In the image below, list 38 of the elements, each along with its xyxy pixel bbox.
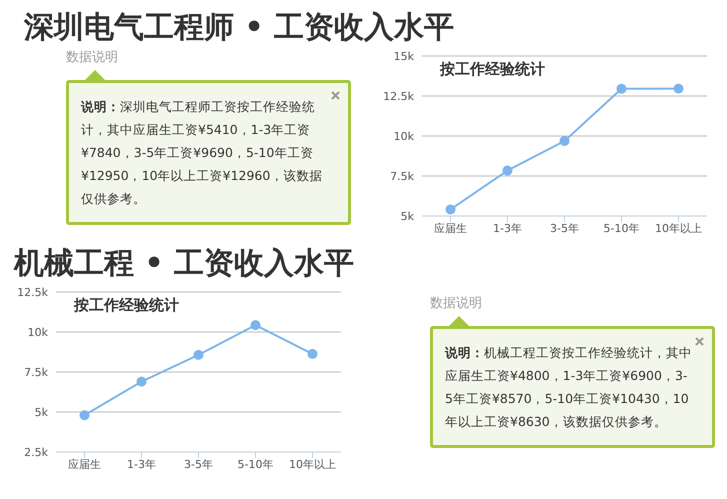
point [616, 84, 626, 94]
point [308, 348, 318, 359]
text: 说明：深圳电气工程师工资按工作经验统计，其中应届生工资¥5410，1-3年工资¥7840，3-5年工资¥9690，5-10年工资¥12950，10年以上工资¥12960，该数据仅供参考。 [66, 80, 351, 225]
y-tick-label: 7.5k [390, 170, 415, 183]
y-tick-label: 12.5k [383, 90, 415, 103]
point [446, 204, 456, 214]
y-tick-label: 10k [394, 130, 415, 143]
chart-subtitle: 按工作经验统计 [74, 296, 179, 315]
x-tick-label: 10年以上 [655, 222, 702, 235]
x-tick-label: 应届生 [434, 222, 467, 235]
text: 说明：机械工程工资按工作经验统计，其中应届生工资¥4800，1-3年工资¥6900，3-5年工资¥8570，5-10年工资¥10430，10年以上工资¥8630，该数据仅供参考。 [430, 326, 715, 448]
y-tick-label: 10k [28, 326, 49, 339]
x-tick-label: 5-10年 [604, 222, 640, 235]
point [560, 136, 570, 146]
x-tick-label: 5-10年 [238, 458, 274, 471]
point [80, 410, 90, 420]
chart-title: 机械工程 • 工资收入水平 [14, 245, 356, 283]
x-tick-label: 3-5年 [184, 458, 213, 471]
point [674, 84, 684, 94]
chart-subtitle: 按工作经验统计 [440, 60, 545, 79]
point [194, 350, 204, 360]
text: 数据说明 [430, 295, 483, 312]
point [250, 320, 260, 330]
x-tick-label: 3-5年 [550, 222, 579, 235]
y-tick-label: 7.5k [24, 366, 49, 379]
chart-title: 深圳电气工程师 • 工资收入水平 [24, 9, 456, 47]
y-tick-label: 12.5k [17, 286, 49, 299]
point [502, 166, 512, 176]
x-tick-label: 应届生 [68, 458, 101, 471]
x-tick-label: 1-3年 [127, 458, 156, 471]
y-tick-label: 5k [400, 210, 415, 223]
x-tick-label: 10年以上 [289, 458, 336, 471]
text: 数据说明 [66, 49, 119, 66]
x-tick-label: 1-3年 [493, 222, 522, 235]
point [136, 376, 146, 387]
y-tick-label: 2.5k [24, 446, 49, 459]
y-tick-label: 5k [34, 406, 49, 419]
y-tick-label: 15k [394, 50, 415, 63]
